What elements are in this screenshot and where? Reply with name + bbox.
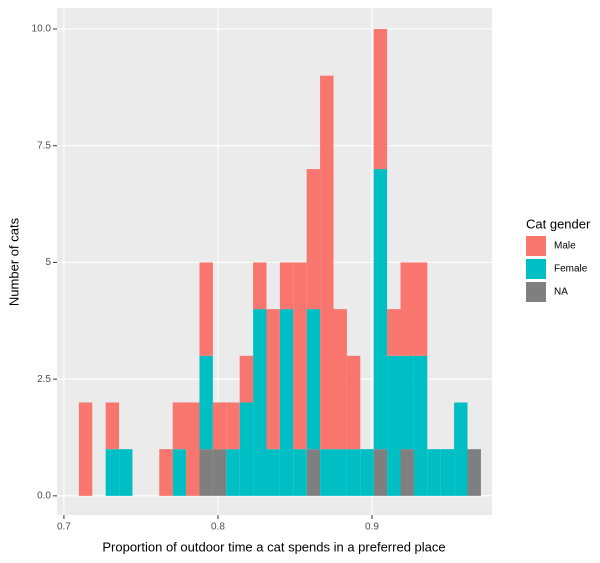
bar — [413, 262, 428, 356]
bar — [279, 262, 294, 310]
bar — [172, 402, 187, 450]
y-tick-label: 7.5 — [37, 140, 51, 151]
bar — [172, 449, 187, 496]
bar — [253, 309, 267, 496]
bar — [119, 449, 133, 496]
bar — [387, 309, 401, 356]
bar — [440, 449, 455, 496]
legend-key — [526, 282, 546, 302]
bar — [279, 309, 294, 496]
bar — [373, 449, 388, 496]
bar — [400, 262, 414, 356]
bar — [212, 449, 227, 496]
bar — [360, 449, 374, 496]
bar — [346, 355, 361, 450]
bar — [413, 355, 428, 496]
bar — [159, 449, 173, 496]
legend-title: Cat gender — [526, 216, 591, 231]
legend-label: Male — [554, 241, 576, 252]
bar — [306, 309, 321, 450]
bar — [293, 449, 307, 496]
y-axis-title: Number of cats — [6, 217, 21, 306]
x-tick-label: 0.8 — [211, 522, 225, 533]
bar — [333, 309, 347, 450]
bar — [454, 402, 468, 496]
bar — [427, 449, 441, 496]
legend-key — [526, 259, 546, 279]
bar — [239, 402, 254, 496]
bar — [400, 449, 414, 496]
bar — [320, 449, 334, 496]
bar — [467, 449, 481, 496]
bar — [212, 402, 227, 450]
legend-label: NA — [554, 287, 568, 298]
bar — [226, 402, 240, 450]
y-tick-label: 0.0 — [37, 490, 51, 501]
bar — [320, 75, 334, 450]
bar — [186, 402, 200, 496]
bar — [105, 449, 120, 496]
bar — [333, 449, 347, 496]
bar — [346, 449, 361, 496]
bar — [293, 262, 307, 450]
y-tick-label: 10.0 — [32, 24, 52, 35]
legend-label: Female — [554, 264, 588, 275]
bar — [239, 355, 254, 403]
legend-key — [526, 236, 546, 256]
bar — [105, 402, 120, 450]
bar — [199, 355, 213, 450]
bar — [400, 355, 414, 450]
bar — [306, 169, 321, 310]
bar — [266, 449, 280, 496]
bar — [78, 402, 93, 496]
bar — [199, 449, 213, 496]
bar — [253, 262, 267, 310]
bar — [266, 309, 280, 450]
bar — [387, 355, 401, 496]
y-tick-label: 2.5 — [37, 374, 51, 385]
bar — [373, 169, 388, 450]
bar — [199, 262, 213, 356]
x-axis-title: Proportion of outdoor time a cat spends … — [102, 539, 445, 554]
y-tick-label: 5 — [45, 257, 51, 268]
x-tick-label: 0.7 — [57, 522, 71, 533]
x-tick-label: 0.9 — [365, 522, 379, 533]
bar — [373, 29, 388, 170]
bar — [226, 449, 240, 496]
bar — [306, 449, 321, 496]
